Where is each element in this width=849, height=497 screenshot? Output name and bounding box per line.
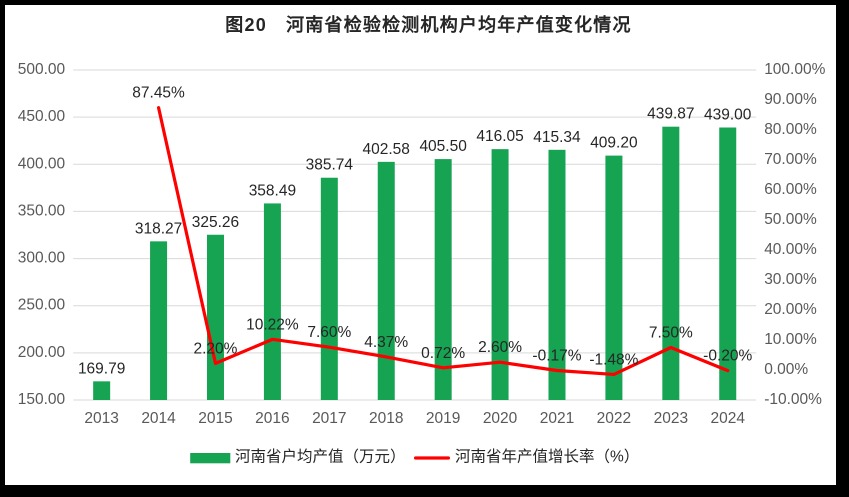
svg-text:2018: 2018 [369, 410, 403, 427]
svg-text:7.60%: 7.60% [307, 324, 351, 341]
svg-text:2.20%: 2.20% [194, 340, 238, 357]
svg-text:30.00%: 30.00% [764, 271, 817, 288]
svg-text:250.00: 250.00 [18, 297, 66, 314]
svg-text:2016: 2016 [255, 410, 289, 427]
svg-text:350.00: 350.00 [18, 202, 66, 219]
svg-text:河南省户均产值（万元）: 河南省户均产值（万元） [235, 448, 406, 466]
svg-text:325.26: 325.26 [192, 214, 239, 231]
svg-text:-10.00%: -10.00% [764, 391, 822, 408]
svg-text:2023: 2023 [654, 410, 688, 427]
svg-text:409.20: 409.20 [590, 135, 638, 152]
svg-text:20.00%: 20.00% [764, 301, 817, 318]
svg-text:439.00: 439.00 [704, 107, 752, 124]
svg-text:2021: 2021 [540, 410, 574, 427]
svg-text:2020: 2020 [483, 410, 518, 427]
svg-text:400.00: 400.00 [18, 155, 66, 172]
svg-text:70.00%: 70.00% [764, 151, 817, 168]
svg-text:0.00%: 0.00% [764, 361, 808, 378]
svg-text:50.00%: 50.00% [764, 211, 817, 228]
svg-text:2022: 2022 [597, 410, 631, 427]
svg-text:416.05: 416.05 [476, 128, 523, 145]
svg-text:2019: 2019 [426, 410, 460, 427]
svg-text:2.60%: 2.60% [478, 339, 522, 356]
svg-text:100.00%: 100.00% [764, 61, 825, 78]
svg-text:7.50%: 7.50% [649, 325, 693, 342]
svg-text:90.00%: 90.00% [764, 91, 817, 108]
svg-text:318.27: 318.27 [135, 220, 182, 237]
svg-text:500.00: 500.00 [18, 61, 66, 78]
svg-text:-0.17%: -0.17% [532, 348, 581, 365]
svg-text:2015: 2015 [198, 410, 232, 427]
svg-text:2014: 2014 [141, 410, 176, 427]
svg-text:80.00%: 80.00% [764, 121, 817, 138]
svg-text:439.87: 439.87 [647, 106, 694, 123]
svg-text:40.00%: 40.00% [764, 241, 817, 258]
svg-text:450.00: 450.00 [18, 108, 66, 125]
svg-text:4.37%: 4.37% [364, 334, 408, 351]
svg-text:2013: 2013 [84, 410, 118, 427]
svg-text:385.74: 385.74 [306, 157, 354, 174]
svg-text:87.45%: 87.45% [132, 85, 185, 102]
svg-text:300.00: 300.00 [18, 250, 66, 267]
svg-text:10.22%: 10.22% [246, 316, 299, 333]
svg-text:200.00: 200.00 [18, 344, 66, 361]
svg-text:-0.20%: -0.20% [703, 348, 752, 365]
svg-text:415.34: 415.34 [533, 129, 581, 146]
svg-text:402.58: 402.58 [363, 141, 410, 158]
svg-text:60.00%: 60.00% [764, 181, 817, 198]
svg-text:405.50: 405.50 [419, 138, 467, 155]
svg-text:10.00%: 10.00% [764, 331, 817, 348]
svg-text:2017: 2017 [312, 410, 346, 427]
svg-text:0.72%: 0.72% [421, 345, 465, 362]
svg-text:-1.48%: -1.48% [589, 351, 638, 368]
svg-text:2024: 2024 [710, 410, 745, 427]
svg-text:358.49: 358.49 [249, 182, 296, 199]
svg-text:河南省年产值增长率（%）: 河南省年产值增长率（%） [455, 448, 639, 466]
svg-text:150.00: 150.00 [18, 391, 66, 408]
svg-text:169.79: 169.79 [78, 360, 125, 377]
